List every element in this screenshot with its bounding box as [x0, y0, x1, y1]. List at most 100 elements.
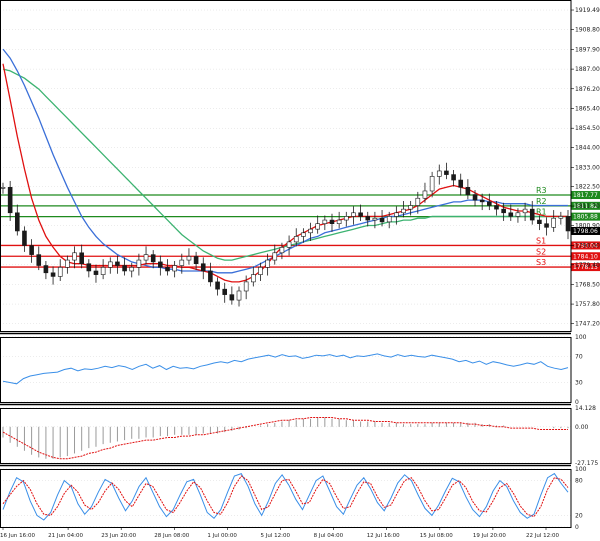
- price-tick-label: 1800.90: [575, 223, 600, 230]
- time-tick-label: 22 Jul 12:00: [526, 533, 559, 539]
- rsi-frame: [0, 337, 572, 403]
- rsi-line: [2, 353, 569, 385]
- candle-body: [208, 270, 213, 283]
- candle-body: [422, 190, 428, 199]
- candle-body: [79, 252, 84, 265]
- rsi-panel: 100 70 30 0: [0, 334, 587, 406]
- candle-body: [236, 290, 242, 301]
- current-price-label: 1798.06: [573, 228, 598, 235]
- candle-body: [386, 216, 392, 223]
- level-name-r3: R3: [536, 186, 547, 195]
- level-value-s3: 1778.15: [573, 264, 598, 271]
- price-tick-label: 1747.20: [575, 320, 600, 327]
- candle-body: [100, 267, 106, 275]
- candle-body: [429, 176, 435, 192]
- price-tick-label: 1790.00: [575, 243, 600, 250]
- time-tick-label: 12 Jul 16:00: [367, 533, 400, 539]
- stoch-tick-label: 80: [575, 478, 583, 485]
- candle-body: [487, 201, 492, 206]
- price-tick-label: 1822.50: [575, 183, 600, 190]
- candle-body: [394, 212, 399, 217]
- candle-body: [286, 241, 292, 248]
- candle-body: [494, 205, 499, 210]
- time-tick-label: 21 Jun 04:00: [48, 533, 83, 539]
- candle-body: [179, 259, 185, 266]
- stoch-signal-series: [2, 475, 569, 518]
- price-tick-label: 1779.40: [575, 262, 600, 269]
- candle-body: [86, 263, 92, 272]
- candle-body: [301, 232, 306, 237]
- candle-body: [251, 274, 256, 283]
- rsi-tick-label: 100: [575, 334, 587, 341]
- level-tag-r2: [571, 201, 600, 210]
- level-tag-s3: [571, 263, 600, 272]
- candle-body: [358, 212, 363, 217]
- stoch-tick-label: 100: [575, 466, 587, 473]
- moving-averages: [2, 48, 568, 283]
- price-tick-label: 1833.00: [575, 164, 600, 171]
- price-tick-label: 1844.00: [575, 144, 600, 151]
- stoch-axis: 100 80 20 0: [575, 466, 587, 531]
- price-panel: R3 1817.77 R2 1811.82 R1 1805.88 S1 1790.04 S2 17…: [0, 7, 600, 327]
- candle-body: [351, 212, 356, 217]
- price-tick-label: 1854.50: [575, 125, 600, 132]
- price-tick-label: 1908.80: [575, 26, 600, 33]
- time-tick-label: 16 Jun 16:00: [0, 533, 35, 539]
- current-price-tag: [571, 226, 600, 235]
- candle-body: [436, 170, 442, 177]
- ma-fast-line: [2, 63, 568, 283]
- candle-body: [508, 212, 514, 217]
- candle-body: [165, 267, 170, 272]
- candle-body: [122, 265, 127, 272]
- level-tag-r1: [571, 212, 600, 221]
- candle-body: [22, 230, 27, 246]
- price-tick-label: 1897.90: [575, 46, 600, 53]
- candle-body: [115, 261, 120, 266]
- time-tick-label: 8 Jul 04:00: [314, 533, 344, 539]
- candle-body: [529, 208, 535, 221]
- macd-signal-line: [2, 417, 568, 460]
- price-tick-label: 1757.80: [575, 301, 600, 308]
- candle-body: [444, 170, 449, 175]
- candle-body: [315, 223, 320, 230]
- candle-body: [15, 212, 20, 232]
- candle-body: [29, 245, 34, 255]
- candle-body: [129, 267, 135, 272]
- time-tick-label: 15 Jul 08:00: [420, 533, 453, 539]
- level-name-r2: R2: [536, 197, 547, 206]
- stochastic-lines: [2, 472, 569, 521]
- candle-body: [107, 261, 113, 268]
- level-value-r3: 1817.77: [573, 192, 598, 199]
- candle-body: [558, 216, 564, 219]
- candle-body: [401, 208, 406, 214]
- candle-body: [479, 199, 485, 203]
- candle-body: [343, 216, 349, 221]
- rsi-tick-label: 70: [575, 354, 583, 361]
- candle-body: [222, 288, 228, 295]
- candle-body: [65, 259, 70, 268]
- candle-body: [537, 219, 542, 224]
- candle-body: [322, 219, 328, 224]
- macd-axis: 14.128 0.00 -27.175: [575, 405, 598, 467]
- macd-histogram: [2, 417, 569, 459]
- price-tick-label: 1919.49: [575, 7, 600, 14]
- macd-tick-label: 0.00: [575, 424, 589, 431]
- candle-body: [458, 179, 464, 188]
- candle-body: [365, 216, 371, 221]
- rsi-series: [2, 353, 569, 385]
- price-axis: 1919.49 1908.80 1897.90 1887.00 1876.20 1865.…: [571, 7, 600, 327]
- candle-body: [150, 254, 156, 263]
- level-name-s2: S2: [536, 247, 546, 256]
- candle-body: [258, 267, 263, 275]
- stoch-grid: [0, 468, 571, 528]
- price-tick-label: 1811.70: [575, 203, 600, 210]
- rsi-tick-label: 0: [575, 399, 579, 406]
- stoch-frame: [0, 469, 572, 528]
- macd-panel: 14.128 0.00 -27.175: [0, 405, 598, 467]
- level-name-s1: S1: [536, 236, 546, 245]
- time-tick-label: 28 Jun 08:00: [154, 533, 189, 539]
- level-tag-r3: [571, 191, 600, 200]
- candle-body: [451, 174, 456, 181]
- candle-body: [172, 265, 177, 272]
- candle-body: [215, 281, 220, 290]
